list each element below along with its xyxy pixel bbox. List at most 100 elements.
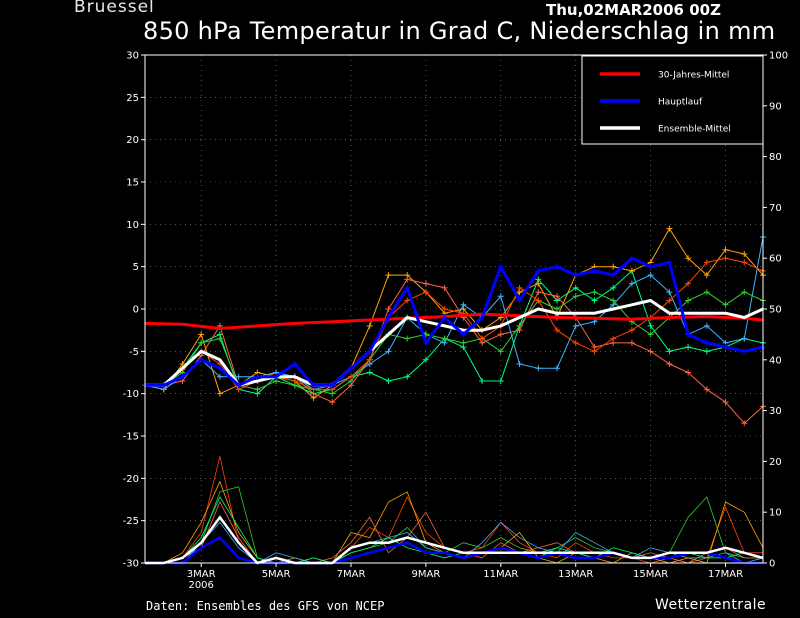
temperature-point-marker [179,373,186,380]
temperature-point-marker [535,289,542,296]
y-left-tick-label: -10 [123,389,139,400]
temperature-point-marker [235,382,242,389]
temperature-point-marker [685,297,692,304]
y-right-tick-label: 30 [769,406,782,417]
temperature-point-marker [741,335,748,342]
temperature-point-marker [216,373,223,380]
temperature-series-line [144,312,764,330]
temperature-point-marker [216,335,223,342]
temperature-point-marker [572,272,579,279]
temperature-point-marker [516,297,523,304]
temperature-point-marker [572,284,579,291]
chart-title: 850 hPa Temperatur in Grad C, Niederschl… [143,17,776,45]
temperature-point-marker [703,386,710,393]
temperature-point-marker [366,356,373,363]
y-left-tick-label: -30 [123,559,139,570]
temperature-point-marker [422,339,429,346]
legend-label: Hauptlauf [658,98,703,108]
temperature-point-marker [666,297,673,304]
temperature-point-marker [741,289,748,296]
temperature-point-marker [460,339,467,346]
temperature-point-marker [554,293,560,300]
temperature-point-marker [666,259,673,266]
temperature-point-marker [422,289,429,296]
temperature-point-marker [591,297,598,304]
y-right-tick-label: 50 [769,305,782,316]
brand-credit: Wetterzentrale [655,597,767,613]
temperature-point-marker [404,373,411,380]
temperature-point-marker [497,377,504,384]
temperature-series-line [145,256,764,387]
temperature-point-marker [610,335,617,342]
temperature-series-line [145,291,764,395]
y-right-tick-label: 0 [769,559,775,570]
y-right-tick-label: 20 [769,457,782,468]
temperature-point-marker [703,259,710,266]
temperature-series-line [144,236,764,390]
run-timestamp: Thu,02MAR2006 00Z [546,1,721,19]
y-left-tick-label: 20 [126,135,139,146]
temperature-point-marker [610,263,617,270]
temperature-point-marker [216,365,223,372]
temperature-point-marker [685,369,692,376]
temperature-point-marker [329,382,336,389]
temperature-point-marker [273,373,280,380]
temperature-point-marker [647,263,654,270]
legend: 30-Jahres-Mittel Hauptlauf Ensemble-Mittel [581,55,764,145]
temperature-point-marker [666,289,673,296]
temperature-series-line [145,299,764,387]
temperature-point-marker [441,314,448,321]
y-right-tick-label: 70 [769,203,782,214]
temperature-point-marker [460,331,467,338]
temperature-point-marker [497,293,504,300]
x-tick-label: 13MAR [558,569,593,580]
y-right-tick-label: 10 [769,508,782,519]
temperature-point-marker [216,390,223,397]
temperature-point-marker [385,348,392,355]
temperature-point-marker [647,322,654,329]
temperature-point-marker [497,331,504,338]
data-source-credit: Daten: Ensembles des GFS von NCEP [146,599,385,613]
temperature-point-marker [591,348,598,355]
temperature-point-marker [647,331,654,338]
temperature-point-marker [572,339,579,346]
legend-label: 30-Jahres-Mittel [658,71,729,81]
temperature-point-marker [385,272,392,279]
temperature-point-marker [479,314,486,321]
y-left-tick-label: -15 [123,432,139,443]
temperature-point-marker [572,293,579,300]
temperature-point-marker [348,373,354,380]
x-tick-label: 5MAR [262,569,291,580]
temperature-point-marker [422,356,429,363]
temperature-point-marker [441,284,448,291]
temperature-point-marker [404,297,411,304]
y-left-tick-label: 30 [126,51,139,62]
temperature-point-marker [535,297,542,304]
x-tick-label: 17MAR [708,569,743,580]
precip-series-line [145,536,763,565]
x-tick-label: 9MAR [412,569,441,580]
temperature-point-marker [441,335,448,342]
temperature-point-marker [366,322,373,329]
temperature-point-marker [741,348,748,355]
y-left-tick-label: 5 [133,262,139,273]
temperature-point-marker [441,306,448,312]
temperature-point-marker [160,382,167,389]
temperature-point-marker [722,246,729,253]
temperature-point-marker [385,314,392,321]
y-right-tick-label: 100 [769,51,788,62]
y-right-tick-label: 90 [769,101,782,112]
y-left-tick-label: 10 [126,220,139,231]
temperature-point-marker [516,284,523,291]
temperature-point-marker [741,250,748,257]
temperature-point-marker [535,365,542,372]
temperature-point-marker [703,348,710,355]
temperature-point-marker [554,263,560,270]
temperature-point-marker [235,373,242,380]
temperature-point-marker [422,280,429,287]
y-right-tick-label: 60 [769,254,782,265]
temperature-point-marker [497,263,504,270]
